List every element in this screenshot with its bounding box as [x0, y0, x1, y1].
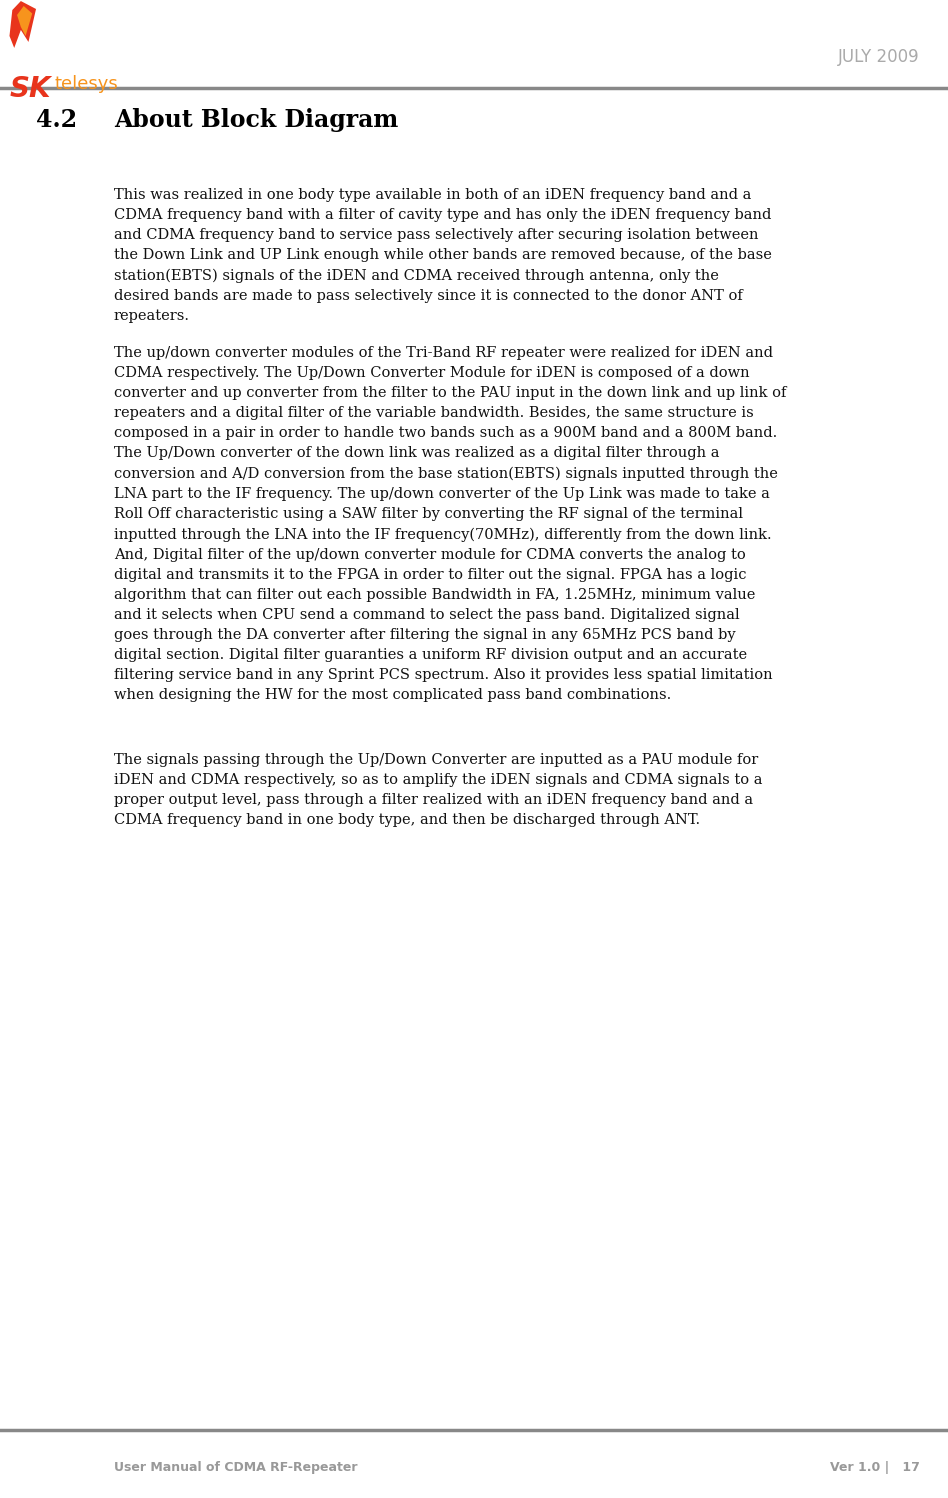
Text: Ver 1.0 |   17: Ver 1.0 | 17	[830, 1462, 920, 1474]
Polygon shape	[17, 6, 32, 36]
Polygon shape	[9, 1, 36, 48]
Text: User Manual of CDMA RF-Repeater: User Manual of CDMA RF-Repeater	[114, 1462, 357, 1474]
Text: The signals passing through the Up/Down Converter are inputted as a PAU module f: The signals passing through the Up/Down …	[114, 753, 762, 827]
Text: JULY 2009: JULY 2009	[838, 48, 920, 66]
Text: SK: SK	[9, 75, 51, 103]
Text: telesys: telesys	[55, 75, 118, 93]
Text: This was realized in one body type available in both of an iDEN frequency band a: This was realized in one body type avail…	[114, 189, 772, 324]
Text: 4.2: 4.2	[36, 108, 77, 132]
Text: The up/down converter modules of the Tri-Band RF repeater were realized for iDEN: The up/down converter modules of the Tri…	[114, 346, 786, 703]
Text: About Block Diagram: About Block Diagram	[114, 108, 398, 132]
